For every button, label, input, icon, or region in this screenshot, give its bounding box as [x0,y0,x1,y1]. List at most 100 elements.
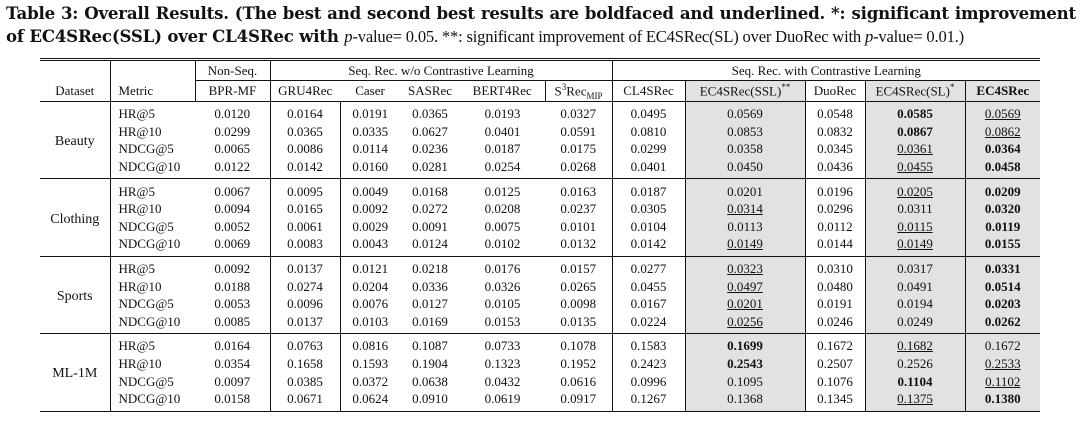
value-cell: 0.1375 [864,389,966,412]
value-cell: 0.0365 [412,106,448,122]
value-cell: 0.0175 [560,141,597,157]
metric-cell: HR@5 [109,101,195,123]
value-cell: 0.0097 [214,373,251,389]
value-cell: 0.0132 [545,235,613,257]
header-text: S [554,82,562,98]
value-cell: 0.0176 [484,261,521,277]
value-cell: 0.0326 [484,278,521,294]
group-header: Non-Seq. [194,59,270,81]
value-cell: 0.0112 [804,217,866,236]
value-cell: 0.0196 [804,178,866,200]
value-cell: 0.1102 [964,372,1041,390]
value-cell: 0.0320 [964,199,1041,218]
value-cell: 0.0327 [560,106,597,122]
table-row: NDCG@10 0.0122 0.0142 0.0160 0.0281 0.0254 0.0… [40,157,1041,180]
table-row: NDCG@5 0.0053 0.0096 0.0076 0.0127 0.0105 0.00… [40,294,1041,313]
value-cell: 0.2526 [864,354,966,373]
value-cell: 0.0115 [864,217,966,236]
value-cell: 0.0165 [269,199,340,218]
column-header: BPR-MF [194,80,270,102]
value-cell: 0.1095 [684,372,806,390]
value-cell: 0.0098 [560,296,597,312]
value-cell: 0.0168 [412,183,448,199]
value-cell: 0.0361 [864,140,966,158]
value-cell: 0.1087 [412,338,448,354]
value-cell: 0.0450 [684,157,806,180]
value-cell: 0.0867 [864,122,966,141]
metric-cell: HR@10 [109,122,195,141]
value-cell: 0.1368 [684,389,806,412]
value-cell: 0.0256 [684,312,806,335]
header-text: Rec [566,82,587,98]
column-header: SASRec [400,80,460,102]
value-cell: 0.0043 [339,235,400,257]
header-text: EC4SRec(SL) [875,83,950,99]
value-cell: 0.0114 [339,140,400,158]
value-cell: 0.0067 [214,183,251,199]
value-cell: 0.0548 [804,101,866,123]
value-cell: 0.0237 [560,201,597,217]
table-row: ML-1M HR@5 0.0164 0.0763 0.0816 0.1087 0.0733 0… [40,333,1041,412]
table-row: NDCG@10 0.0085 0.0137 0.0103 0.0169 0.0153 0.0… [40,312,1041,335]
value-cell: 0.0113 [684,217,806,236]
value-cell: 0.1682 [864,333,966,355]
value-cell: 0.0144 [804,235,866,257]
value-cell: 0.0158 [195,389,270,412]
table-body: Beauty HR@5 0.0120 0.0164 0.0191 0.0365 0.0193… [40,101,1041,412]
metric-cell: NDCG@5 [109,140,195,158]
value-cell: 0.0208 [484,201,521,217]
value-cell: 0.0262 [964,312,1041,335]
value-cell: 0.0218 [412,261,448,277]
table-row: Beauty HR@5 0.0120 0.0164 0.0191 0.0365 0.0193… [40,101,1041,180]
table-row: Sports HR@5 0.0092 0.0137 0.0121 0.0218 0.0176… [40,256,1041,335]
value-cell: 0.0514 [964,277,1041,295]
column-header: EC4SRec(SL)* [864,80,966,102]
value-cell: 0.0205 [864,178,966,200]
value-cell: 0.0310 [804,256,866,278]
value-cell: 0.0105 [484,296,521,312]
value-cell: 0.0094 [214,201,251,217]
value-cell: 0.0254 [460,157,545,180]
value-cell: 0.0268 [545,157,613,180]
group-header: Seq. Rec. w/o Contrastive Learning [269,59,613,81]
value-cell: 0.0203 [964,294,1041,313]
value-cell: 0.0336 [412,278,448,294]
value-cell: 0.0585 [864,101,966,123]
value-cell: 0.0119 [964,217,1041,236]
dataset-cell: Sports [40,256,110,335]
value-cell: 0.0204 [339,277,400,295]
value-cell: 0.0317 [864,256,966,278]
value-cell: 0.0455 [864,157,966,180]
value-cell: 0.0345 [804,140,866,158]
metric-cell: HR@5 [109,256,195,278]
group-header-row: Non-Seq. Seq. Rec. w/o Contrastive Learn… [40,59,1041,81]
value-cell: 0.0086 [269,140,340,158]
table-row: HR@10 0.0354 0.1658 0.1593 0.1904 0.1323 0.195… [40,354,1041,373]
value-cell: 0.0160 [339,157,400,180]
table-row: HR@10 0.0094 0.0165 0.0092 0.0272 0.0208 0.023… [40,199,1041,218]
caption: Table 3: Overall Results. (The best and … [6,2,1076,48]
value-cell: 0.0569 [684,101,806,123]
value-cell: 0.0314 [684,199,806,218]
metric-cell: NDCG@5 [109,217,195,236]
value-cell: 0.0137 [269,256,340,278]
value-cell: 0.0862 [964,122,1041,141]
header-sub: MIP [586,90,603,101]
value-cell: 0.0120 [214,106,251,122]
column-header: CL4SRec [611,80,686,102]
value-cell: 0.0053 [214,296,251,312]
header-sup: ** [781,82,791,93]
value-cell: 0.0155 [964,235,1041,257]
metric-cell: NDCG@5 [109,294,195,313]
metric-cell: HR@5 [109,178,195,200]
column-header: GRU4Rec [269,80,340,102]
value-cell: 0.0249 [864,312,966,335]
value-cell: 0.0358 [684,140,806,158]
value-cell: 0.0296 [804,199,866,218]
value-cell: 0.0103 [339,312,400,335]
value-cell: 0.1593 [339,354,400,373]
value-cell: 0.0049 [339,178,400,200]
value-cell: 0.0236 [412,141,448,157]
value-cell: 0.0069 [195,235,270,257]
value-cell: 0.0092 [214,261,251,277]
